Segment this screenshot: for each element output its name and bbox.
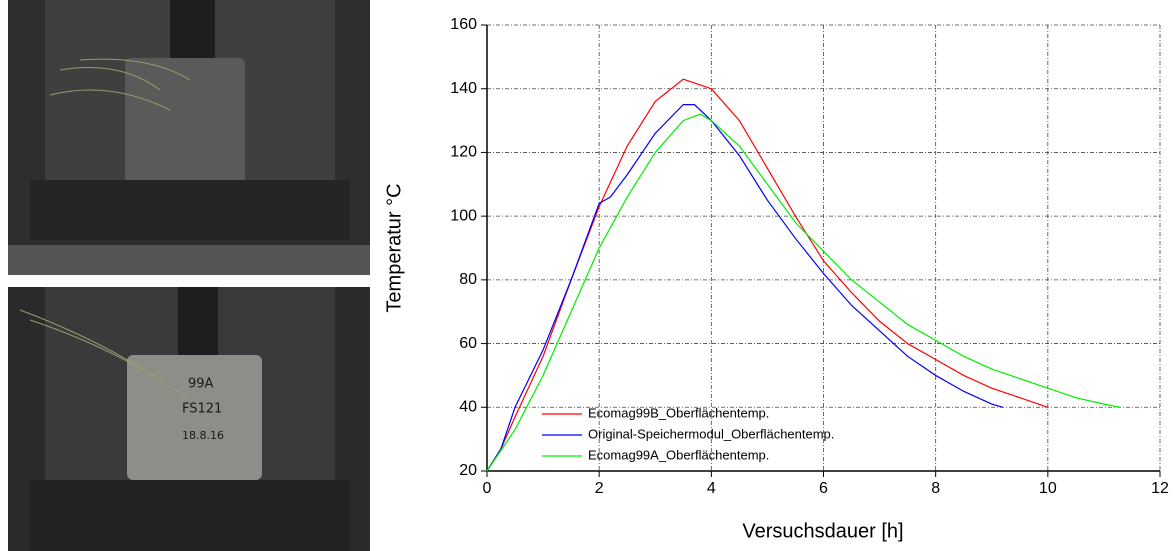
photo-label: 18.8.16 xyxy=(182,429,224,442)
y-tick-label: 160 xyxy=(450,16,477,33)
chart: Versuchsdauer [h] Temperatur °C 20406080… xyxy=(383,16,1169,542)
y-axis-label: Temperatur °C xyxy=(383,183,405,312)
x-tick-label: 10 xyxy=(1039,480,1057,497)
y-tick-label: 140 xyxy=(450,80,477,97)
y-tick-label: 120 xyxy=(450,144,477,161)
y-tick-label: 60 xyxy=(459,335,477,352)
y-tick-label: 80 xyxy=(459,271,477,288)
x-tick-label: 12 xyxy=(1151,480,1169,497)
series-line xyxy=(486,113,1121,472)
photo-label: FS121 xyxy=(182,402,222,417)
x-tick-label: 4 xyxy=(707,480,716,497)
x-axis-label: Versuchsdauer [h] xyxy=(742,520,903,542)
photo-bottom: 99A FS121 18.8.16 xyxy=(8,287,370,551)
photo-label: 99A xyxy=(188,377,214,392)
series-line xyxy=(486,78,1049,472)
legend-label: Ecomag99A_Oberflächentemp. xyxy=(588,447,769,462)
y-tick-label: 40 xyxy=(459,399,477,416)
x-tick-label: 8 xyxy=(931,480,940,497)
x-tick-label: 2 xyxy=(595,480,604,497)
y-tick-label: 100 xyxy=(450,207,477,224)
x-tick-label: 6 xyxy=(819,480,828,497)
y-tick-label: 20 xyxy=(459,462,477,479)
x-tick-label: 0 xyxy=(483,480,492,497)
photo-top xyxy=(8,0,370,275)
legend-label: Ecomag99B_Oberflächentemp. xyxy=(588,405,769,420)
legend-label: Original-Speichermodul_Oberflächentemp. xyxy=(588,426,834,441)
